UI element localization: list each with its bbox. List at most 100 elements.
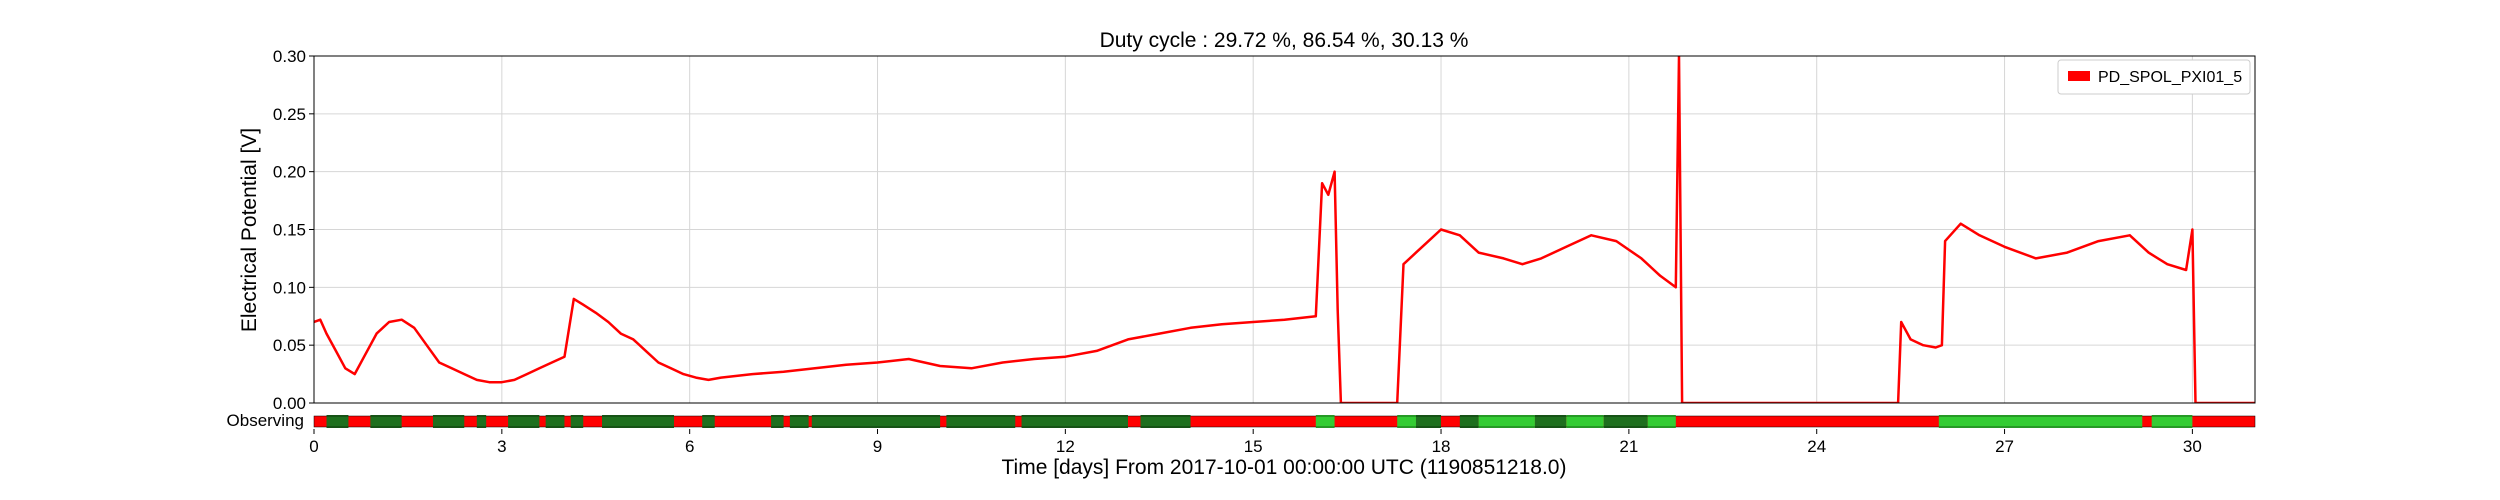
data-point xyxy=(413,326,416,329)
data-point xyxy=(876,361,879,364)
data-point xyxy=(1336,309,1339,312)
data-point xyxy=(719,376,722,379)
y-tick-label: 0.30 xyxy=(273,47,306,66)
x-axis-ticks: 0 3 6 9 12 15 18 21 24 27 30 xyxy=(309,429,2202,456)
state-bar-on-segment xyxy=(1315,415,1335,428)
data-point xyxy=(400,318,403,321)
data-point xyxy=(1095,349,1098,352)
y-axis-ticks: 0.00 0.05 0.10 0.15 0.20 0.25 0.30 xyxy=(273,47,314,413)
state-bar-on-segment xyxy=(789,415,809,428)
x-tick-label: 24 xyxy=(1807,437,1826,456)
state-bar-on-segment xyxy=(602,415,675,428)
x-axis-label: Time [days] From 2017-10-01 00:00:00 UTC… xyxy=(1002,456,1567,479)
data-point xyxy=(1674,286,1677,289)
legend: PD_SPOL_PXI01_5 xyxy=(2057,59,2251,95)
x-tick-label: 9 xyxy=(873,437,882,456)
data-point xyxy=(363,355,366,358)
data-point xyxy=(1158,332,1161,335)
legend-entry-label: PD_SPOL_PXI01_5 xyxy=(2098,69,2242,86)
y-tick-label: 0.25 xyxy=(273,105,306,124)
x-tick-label: 21 xyxy=(1619,437,1638,456)
state-bar-on-segment xyxy=(771,415,784,428)
data-point xyxy=(2147,251,2150,254)
data-point xyxy=(1540,257,1543,260)
data-point xyxy=(563,355,566,358)
data-point xyxy=(939,364,942,367)
x-tick-label: 30 xyxy=(2183,437,2202,456)
data-point xyxy=(425,344,428,347)
state-bar-on-segment xyxy=(545,415,565,428)
data-point xyxy=(1440,228,1443,231)
series-group xyxy=(314,56,2255,403)
x-tick-label: 3 xyxy=(497,437,506,456)
state-bar-on-segment xyxy=(1140,415,1191,428)
state-bar-on-segment xyxy=(1647,415,1676,428)
state-bar-on-segment xyxy=(1021,415,1128,428)
data-point xyxy=(1327,193,1330,196)
data-point xyxy=(782,370,785,373)
data-point xyxy=(475,378,478,381)
data-point xyxy=(2128,234,2131,237)
data-point xyxy=(632,338,635,341)
data-point xyxy=(1220,323,1223,326)
data-point xyxy=(488,381,491,384)
data-point xyxy=(375,332,378,335)
data-point xyxy=(550,361,553,364)
data-point xyxy=(682,373,685,376)
legend-swatch xyxy=(2068,71,2090,81)
y-tick-label: 0.15 xyxy=(273,221,306,240)
data-point xyxy=(2166,263,2169,266)
x-tick-label: 0 xyxy=(309,437,318,456)
data-point xyxy=(2097,240,2100,243)
data-point xyxy=(1252,321,1255,324)
data-point xyxy=(2034,257,2037,260)
state-bar-on-segment xyxy=(326,415,349,428)
data-point xyxy=(669,367,672,370)
data-point xyxy=(970,367,973,370)
data-point xyxy=(525,373,528,376)
data-point xyxy=(1640,257,1643,260)
data-point xyxy=(500,381,503,384)
data-point xyxy=(319,318,322,321)
data-point xyxy=(334,349,337,352)
data-point xyxy=(1590,234,1593,237)
state-bar-on-segment xyxy=(1603,415,1648,428)
data-point xyxy=(1414,251,1417,254)
data-point xyxy=(2066,251,2069,254)
data-point xyxy=(1521,263,1524,266)
state-bar xyxy=(313,415,2256,428)
data-point xyxy=(1978,234,1981,237)
state-bar-frame xyxy=(313,415,2256,428)
data-point xyxy=(1944,240,1947,243)
legend-box xyxy=(2057,59,2251,95)
x-tick-label: 6 xyxy=(685,437,694,456)
state-bar-on-segment xyxy=(508,415,540,428)
data-point xyxy=(845,363,848,366)
data-point xyxy=(1502,257,1505,260)
x-tick-label: 15 xyxy=(1244,437,1263,456)
data-point xyxy=(1615,240,1618,243)
data-point xyxy=(1033,358,1036,361)
data-point xyxy=(2185,268,2188,271)
data-point xyxy=(1565,245,1568,248)
x-tick-label: 18 xyxy=(1432,437,1451,456)
data-point xyxy=(619,332,622,335)
state-bar-on-segment xyxy=(370,415,402,428)
data-point xyxy=(1402,263,1405,266)
x-tick-label: 12 xyxy=(1056,437,1075,456)
data-point xyxy=(450,367,453,370)
state-bar-on-segment xyxy=(1397,415,1416,428)
data-point xyxy=(644,349,647,352)
data-point xyxy=(1001,361,1004,364)
data-point xyxy=(1934,346,1937,349)
data-point xyxy=(813,367,816,370)
data-point xyxy=(1922,344,1925,347)
x-tick-label: 27 xyxy=(1995,437,2014,456)
data-point xyxy=(538,367,541,370)
state-bar-on-segment xyxy=(1566,415,1604,428)
data-point xyxy=(907,358,910,361)
y-tick-label: 0.00 xyxy=(273,394,306,413)
chart-title: Duty cycle : 29.72 %, 86.54 %, 30.13 % xyxy=(1100,29,1469,52)
state-bar-on-segment xyxy=(702,415,715,428)
